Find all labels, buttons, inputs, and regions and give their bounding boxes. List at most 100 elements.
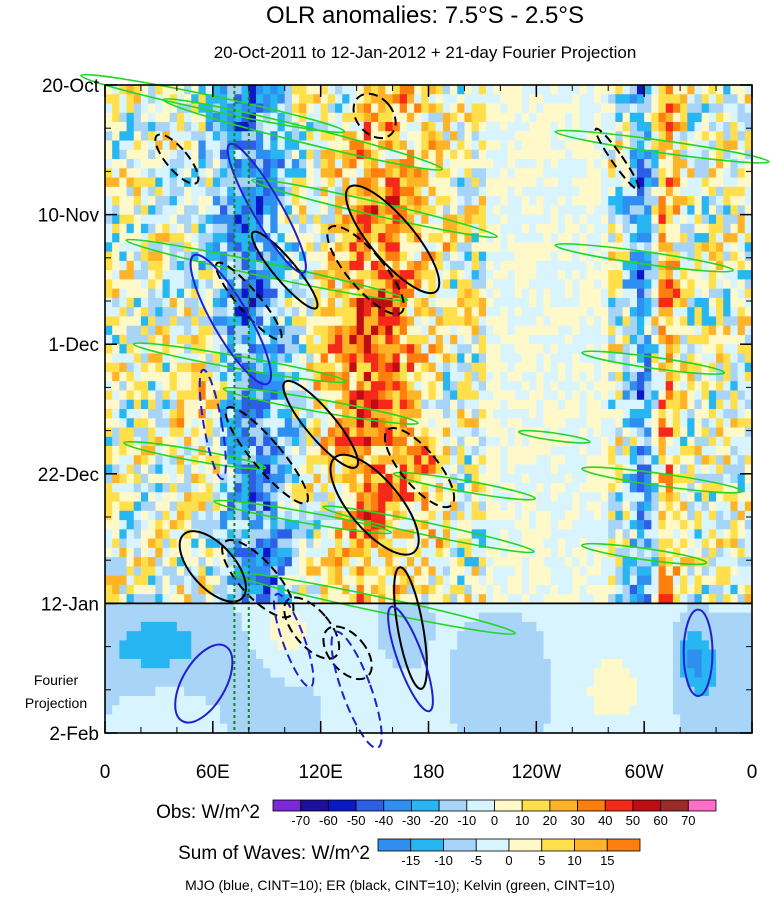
heatmap-cell (521, 112, 530, 123)
heatmap-cell (385, 186, 394, 197)
heatmap-cell (672, 131, 681, 142)
heatmap-cell (133, 371, 142, 382)
heatmap-cell (536, 205, 545, 216)
heatmap-cell (586, 94, 595, 105)
heatmap-cell (514, 297, 523, 308)
heatmap-cell (248, 362, 257, 373)
heatmap-cell (608, 103, 617, 114)
heatmap-cell (543, 270, 552, 280)
heatmap-cell (133, 381, 142, 392)
heatmap-cell (306, 371, 315, 382)
heatmap-cell (543, 473, 552, 484)
heatmap-cell (644, 492, 652, 503)
heatmap-cell (471, 446, 480, 456)
heatmap-cell (687, 353, 696, 364)
heatmap-cell (478, 381, 487, 392)
heatmap-cell (593, 547, 602, 558)
heatmap-cell (658, 94, 667, 105)
heatmap-cell (629, 159, 638, 169)
heatmap-cell (672, 584, 681, 595)
heatmap-cell (464, 103, 473, 114)
heatmap-cell (399, 307, 408, 318)
heatmap-cell (349, 122, 358, 132)
heatmap-cell (363, 464, 372, 475)
heatmap-cell (155, 473, 164, 484)
heatmap-cell (363, 473, 372, 484)
heatmap-cell (636, 168, 645, 179)
heatmap-cell (291, 473, 300, 484)
heatmap-cell (162, 297, 171, 308)
heatmap-cell (608, 520, 617, 530)
heatmap-cell (586, 214, 595, 225)
heatmap-cell (629, 260, 638, 271)
heatmap-cell (248, 501, 257, 512)
heatmap-cell (198, 85, 207, 95)
heatmap-cell (327, 94, 336, 105)
heatmap-cell (629, 344, 638, 355)
heatmap-cell (744, 418, 753, 429)
heatmap-cell (241, 547, 250, 558)
heatmap-cell (349, 112, 358, 123)
heatmap-cell (593, 390, 602, 401)
heatmap-cell (514, 131, 523, 142)
heatmap-cell (313, 214, 322, 225)
heatmap-cell (385, 325, 394, 336)
heatmap-cell (680, 381, 688, 392)
heatmap-cell (507, 492, 516, 503)
heatmap-cell (629, 186, 638, 197)
heatmap-cell (140, 316, 149, 327)
heatmap-cell (248, 214, 257, 225)
heatmap-cell (342, 566, 351, 577)
heatmap-cell (622, 409, 631, 419)
heatmap-cell (140, 492, 149, 503)
heatmap-cell (593, 520, 602, 530)
heatmap-cell (306, 464, 315, 475)
heatmap-cell (493, 112, 501, 123)
heatmap-cell (450, 575, 458, 586)
heatmap-cell (543, 381, 552, 392)
heatmap-cell (220, 418, 228, 429)
heatmap-cell (270, 510, 279, 521)
heatmap-cell (464, 149, 473, 160)
heatmap-cell (593, 288, 602, 299)
heatmap-cell (629, 316, 638, 327)
heatmap-cell (227, 112, 235, 123)
heatmap-cell (119, 214, 128, 225)
heatmap-cell (349, 418, 358, 429)
heatmap-cell (299, 251, 307, 262)
heatmap-cell (565, 260, 573, 271)
heatmap-cell (248, 103, 257, 114)
heatmap-cell (299, 85, 307, 95)
heatmap-cell (248, 390, 257, 401)
heatmap-cell (284, 501, 293, 512)
heatmap-cell (543, 510, 552, 521)
heatmap-cell (385, 140, 394, 151)
heatmap-cell (536, 177, 545, 188)
heatmap-cell (615, 538, 624, 549)
heatmap-cell (399, 334, 408, 345)
heatmap-cell (536, 307, 545, 318)
heatmap-cell (550, 418, 559, 429)
heatmap-cell (723, 538, 732, 549)
heatmap-cell (593, 279, 602, 290)
heatmap-cell (550, 149, 559, 160)
heatmap-cell (457, 103, 466, 114)
heatmap-cell (241, 260, 250, 271)
heatmap-cell (277, 418, 286, 429)
heatmap-cell (184, 186, 192, 197)
heatmap-cell (557, 492, 566, 503)
heatmap-cell (342, 547, 351, 558)
heatmap-cell (105, 575, 113, 586)
heatmap-cell (140, 584, 149, 595)
heatmap-cell (342, 455, 351, 466)
heatmap-cell (694, 242, 703, 253)
heatmap-cell (119, 409, 128, 419)
heatmap-cell (205, 510, 214, 521)
heatmap-cell (629, 510, 638, 521)
heatmap-cell (565, 575, 573, 586)
heatmap-cell (665, 492, 674, 503)
heatmap-cell (205, 186, 214, 197)
heatmap-cell (723, 177, 732, 188)
heatmap-cell (140, 122, 149, 132)
heatmap-cell (665, 427, 674, 438)
